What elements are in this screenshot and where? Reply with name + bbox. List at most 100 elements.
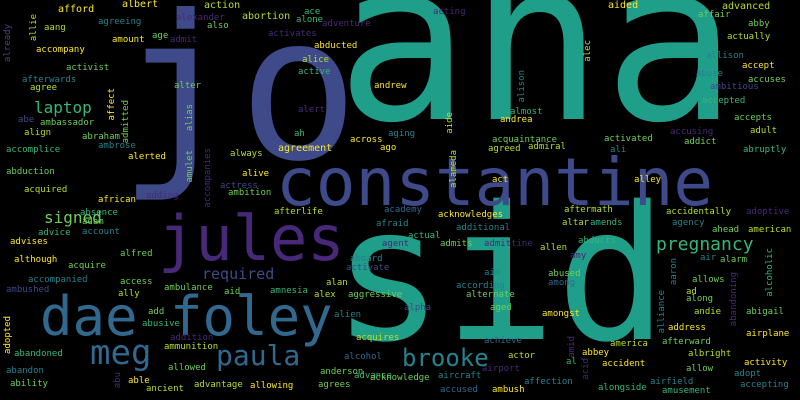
word-abandon: abandon — [6, 366, 44, 376]
word-dae-foley: dae foley — [40, 285, 333, 348]
word-alpha: alpha — [404, 303, 432, 313]
word-along: along — [686, 294, 714, 304]
word-allowed: allowed — [168, 363, 206, 373]
word-agreed: agreed — [488, 144, 521, 154]
word-air: air — [700, 253, 717, 263]
word-aftermath: aftermath — [564, 205, 613, 215]
word-alex: alex — [314, 290, 336, 300]
word-alter: alter — [174, 81, 202, 91]
word-advice: advice — [38, 228, 71, 238]
word-amends: amends — [590, 218, 623, 228]
word-abe: abe — [18, 115, 35, 125]
word-aim: aim — [484, 268, 501, 278]
word-abby: abby — [748, 19, 770, 29]
word-advanced: advanced — [722, 1, 771, 12]
word-allows: allows — [692, 275, 725, 285]
word-align: align — [24, 128, 52, 138]
word-anderson: anderson — [320, 367, 364, 377]
word-paula: paula — [216, 339, 301, 372]
word-acid: acid — [581, 358, 591, 380]
word-american: american — [748, 225, 792, 235]
word-actual: actual — [408, 231, 441, 241]
word-amongst: amongst — [542, 309, 580, 319]
word-amount: amount — [112, 35, 145, 45]
word-jo: jo — [118, 0, 359, 206]
word-almost: almost — [510, 107, 543, 117]
word-albert: albert — [122, 0, 159, 10]
word-address: address — [668, 323, 706, 333]
word-afterward: afterward — [662, 337, 711, 347]
word-acquired: acquired — [24, 185, 68, 195]
word-always: always — [230, 149, 263, 159]
word-abu: abu — [113, 372, 123, 389]
word-abruptly: abruptly — [743, 145, 787, 155]
word-ancient: ancient — [146, 384, 184, 394]
word-ahead: ahead — [712, 225, 740, 235]
word-andrea: andrea — [500, 115, 533, 125]
word-allison: allison — [706, 51, 744, 61]
word-ago: ago — [380, 143, 397, 153]
word-admits: admits — [440, 239, 473, 249]
word-accomplice: accomplice — [6, 145, 61, 155]
word-alerted: alerted — [128, 152, 166, 162]
word-allie: allie — [29, 14, 39, 42]
word-amusement: amusement — [662, 386, 711, 396]
word-ah: ah — [294, 129, 305, 139]
word-abortion: abortion — [242, 11, 291, 22]
word-alcoholic: alcoholic — [765, 248, 775, 297]
word-altar: altar — [562, 218, 590, 228]
word-pregnancy: pregnancy — [656, 234, 754, 255]
word-alley: alley — [634, 175, 662, 185]
word-also: also — [207, 21, 229, 31]
word-adam: adam — [82, 217, 104, 227]
word-meg: meg — [90, 333, 152, 373]
word-agent: agent — [382, 239, 410, 249]
word-abducted: abducted — [314, 41, 358, 51]
word-alison: alison — [517, 70, 527, 103]
word-aaron: aaron — [669, 258, 679, 286]
word-activate: activate — [346, 263, 390, 273]
word-among: among — [548, 278, 576, 288]
word-activity: activity — [744, 358, 788, 368]
word-al: al — [566, 357, 577, 367]
word-accusing: accusing — [670, 127, 714, 137]
word-alan: alan — [326, 278, 348, 288]
word-alongside: alongside — [598, 383, 647, 393]
word-allowing: allowing — [250, 381, 294, 391]
word-admittine: admittine — [484, 239, 533, 249]
word-adopted: adopted — [3, 316, 13, 354]
word-signed: signed — [44, 208, 102, 227]
word-ally: ally — [118, 289, 140, 299]
word-advises: advises — [10, 237, 48, 247]
word-act: act — [492, 175, 509, 185]
word-abduction: abduction — [6, 167, 55, 177]
word-accused: accused — [440, 385, 478, 395]
word-advantage: advantage — [194, 380, 243, 390]
word-accepts: accepts — [734, 113, 772, 123]
word-accompanies: accompanies — [203, 148, 213, 208]
word-acquires: acquires — [356, 333, 400, 343]
word-alliance: alliance — [657, 290, 667, 334]
word-academy: academy — [384, 205, 422, 215]
word-accept: accept — [742, 61, 775, 71]
word-admitted: admitted — [121, 100, 131, 144]
word-although: although — [14, 255, 58, 265]
word-already: already — [3, 24, 13, 62]
word-across: across — [350, 135, 383, 145]
word-adult: adult — [750, 126, 778, 136]
word-active: active — [298, 67, 331, 77]
word-alternate: alternate — [466, 290, 515, 300]
word-afraid: afraid — [376, 219, 409, 229]
word-aged: aged — [490, 303, 512, 313]
word-according: according — [456, 281, 505, 291]
word-aircraft: aircraft — [438, 371, 482, 381]
word-allen: allen — [540, 243, 568, 253]
word-alias: alias — [185, 104, 195, 132]
word-add: add — [148, 307, 165, 317]
word-alexander: alexander — [176, 13, 225, 23]
word-alert: alert — [298, 105, 326, 115]
word-abused: abused — [548, 269, 581, 279]
word-alone: alone — [296, 15, 324, 25]
word-affection: affection — [524, 377, 573, 387]
